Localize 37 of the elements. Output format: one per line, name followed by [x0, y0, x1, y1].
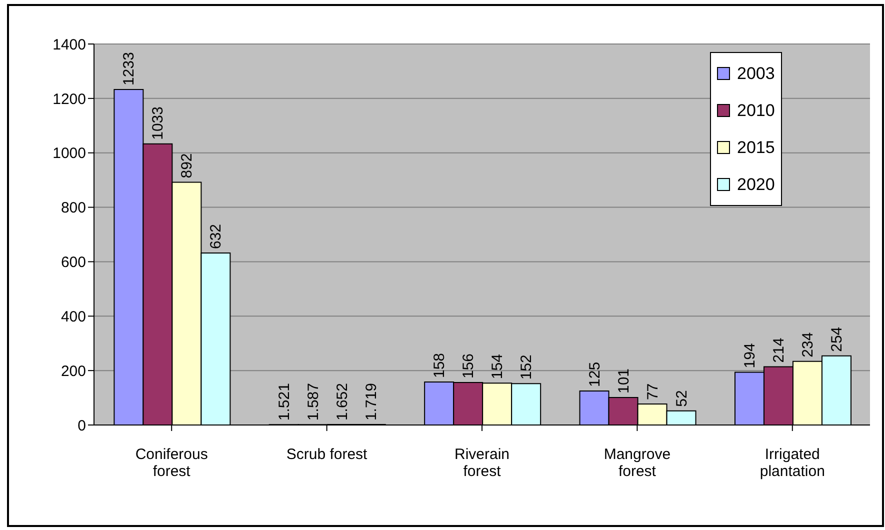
data-label: 234: [799, 332, 816, 358]
data-label: 154: [489, 354, 506, 380]
data-label: 892: [178, 153, 196, 178]
y-tick-label: 0: [78, 417, 86, 434]
data-label: 632: [208, 224, 225, 250]
data-label: 101: [615, 368, 632, 394]
data-label: 77: [644, 383, 662, 400]
data-label: 254: [828, 326, 846, 352]
data-label: 214: [770, 338, 788, 363]
y-tick-label: 200: [60, 362, 86, 380]
data-label: 1.719: [362, 382, 380, 421]
legend-label: 2015: [737, 138, 775, 158]
data-label: 1.587: [304, 383, 322, 421]
legend-label: 2010: [737, 100, 775, 120]
y-tick-label: 400: [60, 308, 86, 326]
data-label: 194: [741, 343, 758, 368]
y-tick-label: 1000: [52, 145, 86, 162]
data-label: 1233: [120, 52, 138, 86]
data-label: 1.521: [276, 383, 293, 421]
y-tick-label: 800: [60, 200, 86, 217]
y-tick-label: 1400: [52, 36, 86, 54]
legend-label: 2003: [737, 64, 775, 84]
x-tick-label: Mangrove forest: [604, 446, 671, 480]
y-tick-label: 1200: [52, 90, 86, 108]
data-label: 1033: [150, 106, 167, 140]
legend-label: 2020: [737, 174, 775, 194]
x-tick-label: Coniferous forest: [135, 446, 208, 480]
data-label: 1.652: [334, 383, 351, 421]
data-label: 125: [586, 362, 604, 387]
data-label: 156: [460, 354, 478, 379]
data-label: 152: [518, 354, 536, 380]
data-label: 158: [431, 352, 448, 378]
x-tick-label: Scrub forest: [286, 446, 368, 463]
x-tick-label: Irrigated plantation: [760, 446, 825, 480]
data-label: 52: [673, 390, 690, 407]
x-tick-label: Riverain forest: [454, 446, 510, 480]
y-tick-label: 600: [60, 254, 86, 272]
